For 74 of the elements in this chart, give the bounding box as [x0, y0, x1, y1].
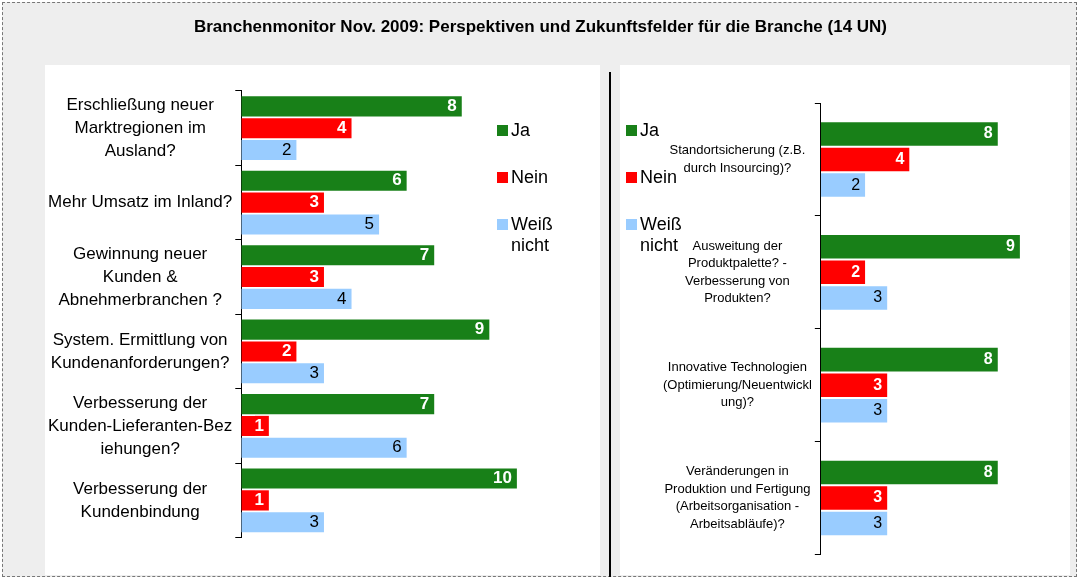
data-label: 2 [281, 341, 292, 361]
y-tick-label: Ausweitung der Produktpalette? - Verbesserung von Produkten? [685, 237, 790, 306]
data-label: 3 [309, 192, 319, 212]
data-label: 8 [983, 350, 993, 368]
data-label: 4 [337, 117, 348, 137]
chart-title: Branchenmonitor Nov. 2009: Perspektiven und Zukunftsfelder für die Branche (14 UN) [192, 17, 889, 37]
bar [820, 399, 888, 423]
bar [241, 437, 407, 458]
data-label: 7 [419, 244, 430, 264]
bar [241, 214, 380, 235]
data-label: 3 [873, 514, 883, 532]
data-label: 2 [851, 175, 861, 193]
bar [241, 170, 407, 191]
bar [241, 245, 435, 266]
data-label: 8 [983, 462, 993, 480]
data-label: 1 [254, 490, 264, 510]
legend-label: Weiß nicht [511, 214, 554, 256]
bar [241, 341, 297, 362]
data-label: 6 [392, 170, 402, 190]
bar [820, 173, 866, 197]
bar [241, 512, 324, 533]
data-label: 3 [873, 488, 883, 506]
y-tick-label: Veränderungen in Produktion und Fertigung (Arbeitsorganisation - Arbeitsabläufe)? [664, 463, 811, 531]
data-label: 2 [851, 262, 861, 280]
bar [241, 96, 462, 117]
y-tick-label: Verbesserung der Kundenbindung [73, 478, 208, 521]
bar [241, 139, 297, 161]
data-label: 2 [281, 139, 292, 159]
bar [241, 363, 324, 384]
bar [820, 486, 888, 510]
data-label: 9 [1005, 237, 1015, 255]
bar [820, 460, 998, 485]
legend-label: Ja [640, 120, 660, 141]
data-label: 5 [364, 214, 375, 234]
data-label: 8 [983, 124, 993, 142]
bar [820, 122, 998, 146]
bar [820, 235, 1020, 259]
bar [820, 347, 998, 372]
data-label: 10 [492, 468, 512, 488]
data-label: 3 [873, 375, 883, 393]
data-label: 3 [873, 401, 883, 419]
data-label: 3 [873, 288, 883, 306]
legend-label: Ja [511, 120, 531, 141]
y-tick-label: Verbesserung der Kunden-Lieferanten-Beziehungen? [48, 392, 233, 458]
bar [820, 286, 888, 310]
bar [820, 511, 888, 536]
data-label: 3 [309, 363, 319, 382]
data-label: 7 [419, 393, 430, 413]
legend-label: Nein [640, 167, 678, 188]
data-label: 3 [309, 511, 319, 531]
bar [241, 394, 435, 415]
y-tick-label: Innovative Technologien (Optimierung/Neuentwicklung)? [662, 359, 812, 410]
data-label: 1 [254, 415, 264, 435]
data-label: 4 [895, 149, 905, 167]
bar [241, 118, 352, 139]
bar [241, 288, 352, 309]
bar [241, 192, 324, 213]
bar [241, 267, 324, 288]
data-label: 4 [337, 288, 347, 308]
bar [241, 319, 490, 340]
y-tick-label: Gewinnung neuer Kunden & Abnehmerbranchen ? [58, 243, 222, 309]
bar [820, 260, 866, 285]
data-label: 9 [474, 319, 485, 339]
bar [820, 373, 888, 397]
y-tick-label: Erschließung neuer Marktregionen im Ausland? [66, 94, 215, 160]
bar [241, 468, 517, 489]
legend-label: Nein [511, 167, 549, 188]
legend-label: Weiß nicht [640, 214, 682, 255]
data-label: 6 [392, 437, 402, 457]
y-tick-label: Mehr Umsatz im Inland? [48, 192, 233, 212]
data-label: 3 [309, 266, 319, 286]
data-label: 8 [447, 96, 457, 116]
y-tick-label: System. Ermittlung von Kundenanforderungen? [50, 329, 230, 372]
bar [820, 147, 910, 172]
